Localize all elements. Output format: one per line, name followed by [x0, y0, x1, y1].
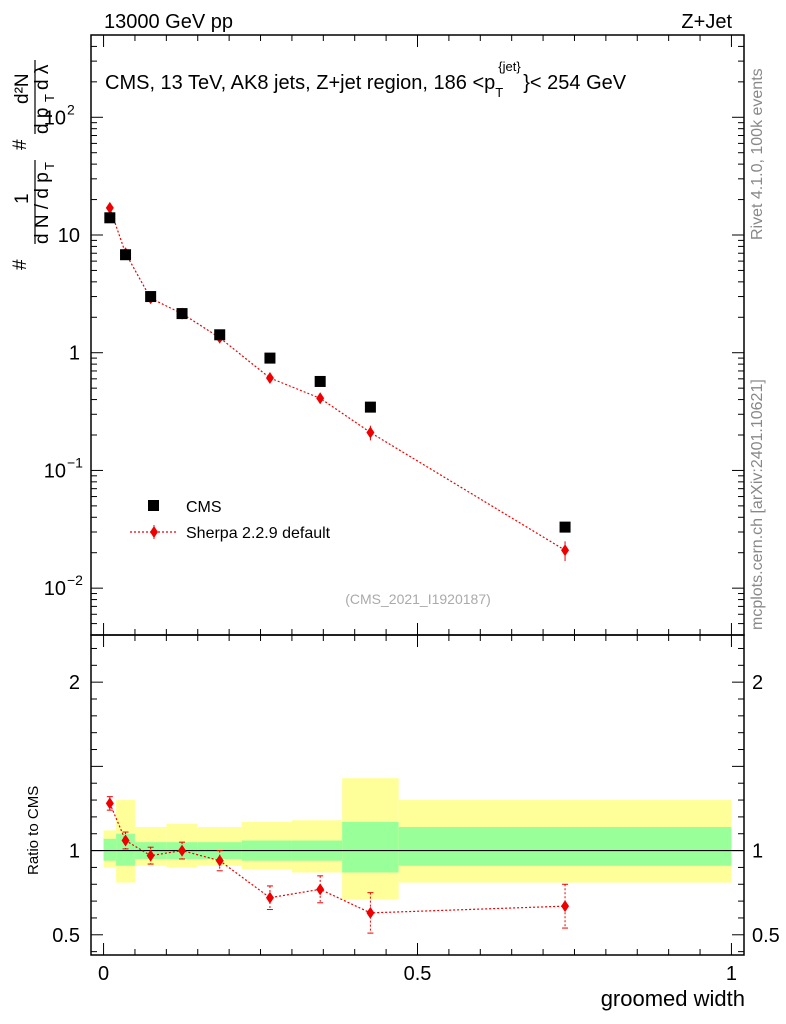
- cms-point-top: [214, 329, 226, 341]
- y-tick-label-top: 10: [44, 460, 66, 482]
- sherpa-points-top: [105, 201, 570, 562]
- sherpa-ratio-point: [146, 849, 155, 862]
- y-tick-label-top-exp: −1: [67, 454, 83, 470]
- svg-text:d λ: d λ: [32, 64, 53, 90]
- sherpa-point-top: [316, 392, 325, 405]
- sherpa-point-top: [265, 371, 274, 384]
- svg-text:d p: d p: [32, 108, 53, 134]
- sherpa-ratio-point: [265, 891, 274, 904]
- band-inner-0: [103, 838, 117, 861]
- x-tick-label: 1: [726, 963, 737, 985]
- svg-text:#: #: [10, 139, 31, 150]
- cms-point-top: [559, 521, 571, 533]
- sherpa-ratio-point: [105, 797, 114, 810]
- sherpa-ratio-point: [121, 834, 130, 847]
- sherpa-point-top: [105, 201, 114, 214]
- svg-text:T: T: [42, 94, 57, 102]
- cms-point-top: [176, 308, 188, 320]
- y-tick-label-bottom-right: 0.5: [752, 925, 780, 947]
- svg-text:d²N: d²N: [12, 73, 33, 104]
- legend: CMS Sherpa 2.2.9 default: [130, 499, 331, 542]
- svg-text:d N / d p: d N / d p: [32, 172, 53, 244]
- cms-point-top: [104, 212, 116, 224]
- cms-point-top: [264, 352, 276, 364]
- sherpa-ratio-point: [215, 854, 224, 867]
- legend-cms-marker: [148, 500, 159, 511]
- uncertainty-bands: [103, 778, 732, 900]
- svg-text:}< 254 GeV: }< 254 GeV: [523, 72, 627, 94]
- x-tick-label: 0.5: [404, 963, 432, 985]
- sherpa-point-top: [366, 426, 375, 439]
- y-tick-label-top: 10: [44, 578, 66, 600]
- y-tick-label-bottom: 0.5: [52, 925, 80, 947]
- header-process-label: Z+Jet: [681, 11, 732, 33]
- svg-text:CMS, 13 TeV, AK8 jets, Z+jet r: CMS, 13 TeV, AK8 jets, Z+jet region, 186…: [105, 72, 495, 94]
- x-axis-label: groomed width: [601, 986, 745, 1011]
- svg-text:#: #: [10, 259, 31, 270]
- y-tick-label-bottom-right: 1: [752, 841, 763, 863]
- y-tick-label-top: 1: [69, 343, 80, 365]
- y-tick-label-top-exp: 2: [67, 101, 75, 117]
- svg-text:T: T: [42, 162, 57, 170]
- sherpa-curve-top: [109, 207, 566, 551]
- sherpa-ratio-point: [561, 900, 570, 913]
- sherpa-point-top: [561, 544, 570, 557]
- svg-text:{jet}: {jet}: [498, 59, 521, 74]
- y-axis-label-bottom: Ratio to CMS: [25, 786, 42, 875]
- band-inner-7: [342, 821, 399, 873]
- x-tick-label: 0: [98, 963, 109, 985]
- y-tick-label-top: 10: [58, 225, 80, 247]
- band-inner-1: [116, 833, 135, 866]
- top-panel-frame: [90, 34, 745, 636]
- sherpa-ratio-point: [366, 906, 375, 919]
- y-axis-label-top: # 1 d N / d p T # d²N d p T d λ: [10, 60, 57, 270]
- sherpa-points-bottom: [105, 796, 570, 934]
- cms-point-top: [120, 249, 132, 261]
- y-tick-label-bottom-right: 2: [752, 672, 763, 694]
- svg-text:T: T: [495, 85, 503, 100]
- cms-point-top: [145, 291, 157, 303]
- sherpa-ratio-point: [178, 844, 187, 857]
- cms-points-top: [104, 212, 571, 533]
- svg-text:1: 1: [12, 193, 33, 204]
- y-tick-label-top-exp: −2: [67, 572, 83, 588]
- bottom-panel-frame: [90, 634, 745, 956]
- cms-point-top: [314, 375, 326, 387]
- axis-ticks: [91, 34, 744, 955]
- header-energy-label: 13000 GeV pp: [104, 11, 233, 33]
- sherpa-line-top: [109, 207, 566, 551]
- y-tick-label-top: 10: [44, 107, 66, 129]
- legend-sherpa-marker: [150, 526, 158, 538]
- legend-cms-label: CMS: [186, 499, 222, 516]
- rivet-version-label: Rivet 4.1.0, 100k events: [749, 68, 766, 240]
- cms-point-top: [364, 401, 376, 413]
- mcplots-label: mcplots.cern.ch [arXiv:2401.10621]: [749, 379, 766, 630]
- chart-title: CMS, 13 TeV, AK8 jets, Z+jet region, 186…: [105, 59, 627, 100]
- y-tick-label-bottom: 1: [69, 841, 80, 863]
- y-tick-label-bottom: 2: [69, 672, 80, 694]
- sherpa-ratio-point: [316, 883, 325, 896]
- legend-sherpa-label: Sherpa 2.2.9 default: [186, 525, 331, 542]
- band-inner-8: [398, 827, 732, 866]
- analysis-watermark: (CMS_2021_I1920187): [345, 591, 491, 607]
